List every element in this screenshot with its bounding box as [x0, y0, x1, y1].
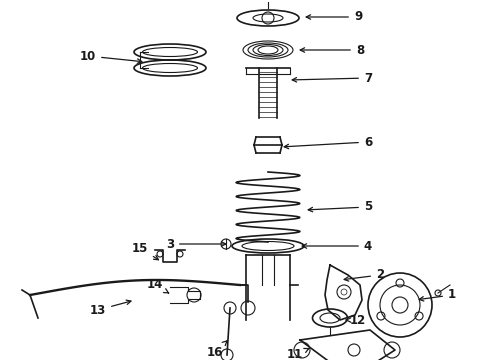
- Text: 13: 13: [90, 300, 131, 316]
- Text: 12: 12: [346, 314, 366, 327]
- Text: 3: 3: [166, 238, 226, 251]
- Text: 15: 15: [132, 242, 158, 260]
- Text: 6: 6: [284, 135, 372, 149]
- Text: 10: 10: [80, 49, 142, 63]
- Text: 7: 7: [292, 72, 372, 85]
- Text: 16: 16: [207, 341, 227, 359]
- Text: 1: 1: [419, 288, 456, 302]
- Text: 4: 4: [302, 239, 372, 252]
- Text: 11: 11: [287, 348, 309, 360]
- Text: 5: 5: [308, 201, 372, 213]
- Text: 9: 9: [306, 10, 362, 23]
- Text: 8: 8: [300, 44, 364, 57]
- Text: 14: 14: [147, 279, 169, 293]
- Text: 2: 2: [344, 269, 384, 282]
